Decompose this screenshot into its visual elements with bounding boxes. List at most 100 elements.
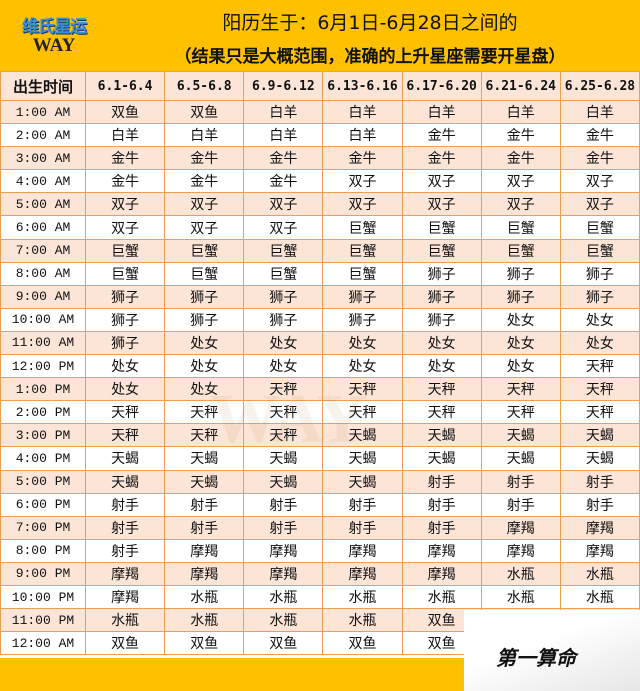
birth-time-cell: 12:00 PM: [0, 354, 86, 379]
birth-time-cell: 9:00 AM: [0, 284, 86, 309]
sign-cell: 双鱼: [84, 99, 166, 125]
table-row: 1:00 AM 双鱼 双鱼 白羊 白羊 白羊 白羊 白羊: [0, 99, 640, 125]
sign-cell: 双子: [401, 169, 482, 194]
sign-cell: 天蝎: [559, 446, 640, 471]
birth-time-cell: 7:00 PM: [0, 515, 86, 540]
table-row: 5:00 PM 天蝎 天蝎 天蝎 天蝎 射手 射手 射手: [0, 469, 640, 494]
sign-cell: 摩羯: [401, 561, 482, 586]
sign-cell: 天蝎: [322, 469, 403, 494]
sign-cell: 狮子: [401, 261, 482, 286]
sign-cell: 双子: [84, 215, 166, 240]
sign-cell: 金牛: [480, 146, 561, 171]
birth-time-cell: 2:00 PM: [0, 400, 86, 425]
sign-cell: 处女: [84, 377, 166, 402]
sign-cell: 狮子: [480, 261, 561, 286]
column-header: 出生时间: [0, 71, 86, 101]
sign-cell: 摩羯: [164, 561, 245, 586]
sign-cell: 双子: [164, 192, 245, 217]
sign-cell: 处女: [243, 330, 324, 356]
sign-cell: 双子: [480, 192, 561, 217]
site-watermark: 第一算命: [464, 610, 640, 691]
sign-cell: 摩羯: [243, 561, 324, 586]
sign-cell: 狮子: [84, 307, 166, 332]
birth-time-cell: 6:00 AM: [0, 215, 86, 240]
sign-cell: 天蝎: [243, 469, 324, 494]
table-row: 11:00 AM 狮子 处女 处女 处女 处女 处女 处女: [0, 330, 640, 356]
sign-cell: 射手: [401, 515, 482, 540]
sign-cell: 处女: [164, 377, 245, 402]
sign-cell: 天秤: [322, 377, 403, 402]
sign-cell: 射手: [401, 469, 482, 494]
sign-cell: 天秤: [559, 400, 640, 425]
table-row: 8:00 PM 射手 摩羯 摩羯 摩羯 摩羯 摩羯 摩羯: [0, 538, 640, 563]
sign-cell: 射手: [401, 492, 482, 517]
sign-cell: 巨蟹: [559, 215, 640, 240]
sign-cell: 天秤: [164, 423, 245, 448]
birth-time-cell: 9:00 PM: [0, 561, 86, 586]
logo-cn: 维氏星运: [22, 17, 87, 37]
sign-cell: 天秤: [480, 400, 561, 425]
sign-cell: 天蝎: [243, 446, 324, 471]
sign-cell: 巨蟹: [401, 215, 482, 240]
sign-cell: 水瓶: [322, 584, 403, 610]
table-row: 9:00 AM 狮子 狮子 狮子 狮子 狮子 狮子 狮子: [0, 284, 640, 309]
sign-cell: 白羊: [401, 99, 482, 125]
sign-cell: 射手: [480, 469, 561, 494]
sign-cell: 天蝎: [401, 446, 482, 471]
sign-cell: 射手: [84, 515, 166, 540]
table-row: 1:00 PM 处女 处女 天秤 天秤 天秤 天秤 天秤: [0, 377, 640, 402]
birth-time-cell: 3:00 AM: [0, 146, 86, 171]
sign-cell: 射手: [559, 469, 640, 494]
birth-time-cell: 5:00 AM: [0, 192, 86, 217]
sign-cell: 处女: [401, 330, 482, 356]
table-header-row: 出生时间 6.1-6.4 6.5-6.8 6.9-6.12 6.13-6.16 6.17-…: [0, 71, 640, 101]
sign-cell: 水瓶: [243, 584, 324, 610]
birth-time-cell: 10:00 AM: [0, 307, 86, 332]
sign-cell: 天秤: [84, 423, 166, 448]
sign-cell: 水瓶: [164, 608, 245, 633]
column-header: 6.1-6.4: [84, 71, 166, 101]
sign-cell: 双子: [243, 215, 324, 240]
sign-cell: 白羊: [164, 123, 245, 148]
birth-time-cell: 6:00 PM: [0, 492, 86, 517]
sign-cell: 天蝎: [480, 423, 561, 448]
sign-cell: 金牛: [559, 123, 640, 148]
sign-cell: 天秤: [322, 400, 403, 425]
sign-cell: 巨蟹: [480, 215, 561, 240]
sign-cell: 金牛: [401, 146, 482, 171]
sign-cell: 双子: [322, 169, 403, 194]
logo-en: WAY: [32, 35, 76, 56]
sign-cell: 摩羯: [243, 538, 324, 563]
sign-cell: 水瓶: [84, 608, 166, 633]
sign-cell: 摩羯: [480, 538, 561, 563]
sign-cell: 金牛: [559, 146, 640, 171]
sign-cell: 双子: [243, 192, 324, 217]
sign-cell: 处女: [401, 354, 482, 379]
birth-time-cell: 2:00 AM: [0, 123, 86, 148]
sign-cell: 处女: [243, 354, 324, 379]
sign-cell: 狮子: [559, 261, 640, 286]
column-header: 6.25-6.28: [559, 71, 640, 101]
sign-cell: 水瓶: [401, 584, 482, 610]
sign-cell: 巨蟹: [559, 238, 640, 263]
sign-cell: 白羊: [559, 99, 640, 125]
sign-cell: 处女: [480, 354, 561, 379]
sign-cell: 双子: [559, 169, 640, 194]
sign-cell: 水瓶: [322, 608, 403, 633]
sign-cell: 处女: [480, 330, 561, 356]
sign-cell: 金牛: [84, 169, 166, 194]
table-row: 12:00 PM 处女 处女 处女 处女 处女 处女 天秤: [0, 354, 640, 379]
table-row: 10:00 AM 狮子 狮子 狮子 狮子 狮子 处女 处女: [0, 307, 640, 332]
sign-cell: 天蝎: [164, 446, 245, 471]
sign-cell: 摩羯: [84, 561, 166, 586]
sign-cell: 处女: [559, 307, 640, 332]
sign-cell: 水瓶: [559, 584, 640, 610]
table-row: 6:00 PM 射手 射手 射手 射手 射手 射手 射手: [0, 492, 640, 517]
sign-cell: 白羊: [243, 99, 324, 125]
sign-cell: 射手: [559, 492, 640, 517]
sign-cell: 金牛: [243, 169, 324, 194]
sign-cell: 白羊: [322, 99, 403, 125]
sign-cell: 白羊: [480, 99, 561, 125]
sign-cell: 处女: [322, 330, 403, 356]
sign-cell: 狮子: [322, 284, 403, 309]
